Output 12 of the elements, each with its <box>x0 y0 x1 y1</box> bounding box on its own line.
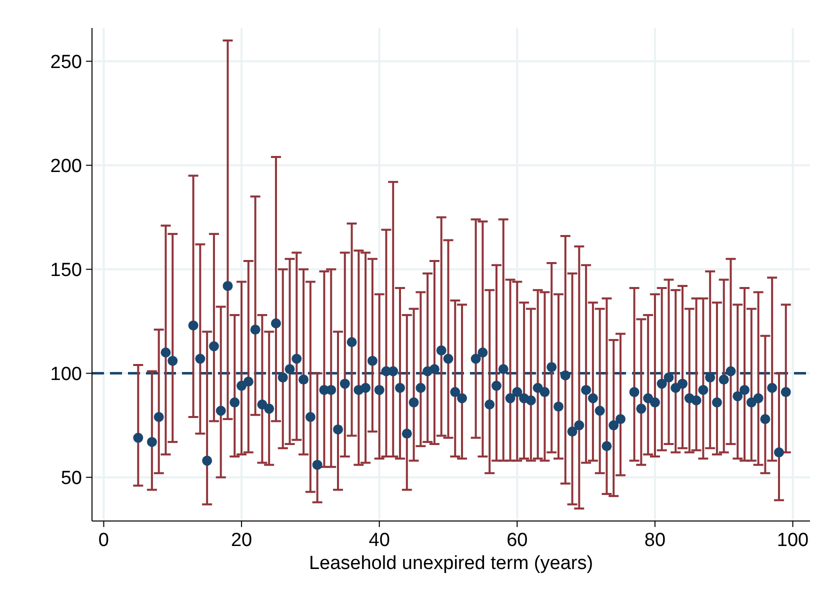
y-tick-label: 100 <box>50 364 82 385</box>
x-tick-label: 40 <box>368 530 390 551</box>
x-axis-title: Leasehold unexpired term (years) <box>308 553 594 574</box>
x-tick-label: 0 <box>98 530 110 551</box>
x-tick-label: 20 <box>230 530 252 551</box>
y-tick-label: 50 <box>60 468 82 489</box>
y-tick-label: 200 <box>50 156 82 177</box>
x-tick-label: 100 <box>776 530 809 551</box>
y-tick-label: 150 <box>50 260 82 281</box>
x-tick-label: 60 <box>506 530 528 551</box>
x-tick-label: 80 <box>644 530 666 551</box>
y-tick-label: 250 <box>50 52 82 73</box>
